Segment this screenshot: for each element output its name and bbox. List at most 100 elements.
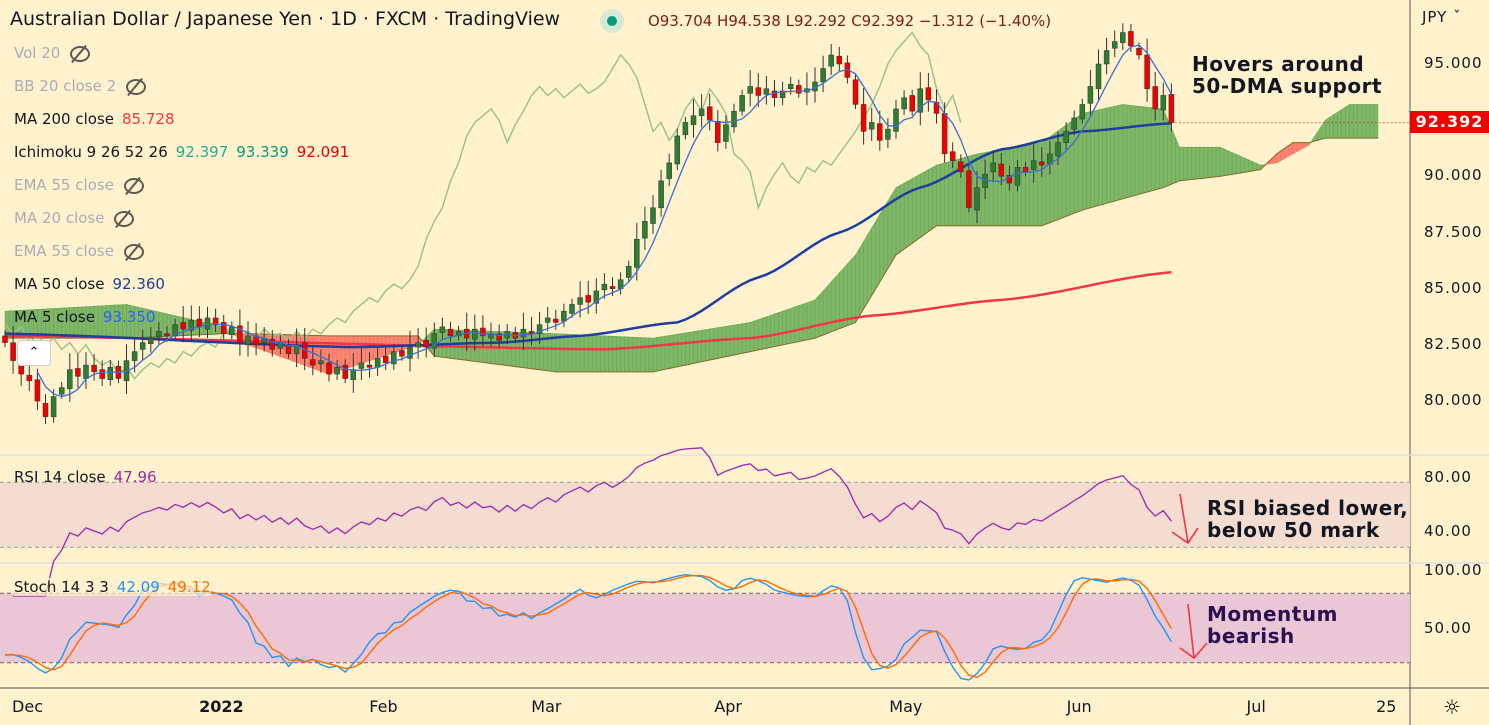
ohlc-readout: O93.704 H94.538 L92.292 C92.392 −1.312 (… <box>648 12 1052 30</box>
currency-selector[interactable]: JPY ˇ <box>1422 8 1462 26</box>
ichimoku-cloud-segment <box>709 327 715 361</box>
ichimoku-cloud-segment <box>766 314 771 349</box>
ichimoku-cloud-segment <box>932 164 937 230</box>
ichimoku-cloud-segment <box>1304 142 1310 148</box>
candle-down <box>1128 31 1134 47</box>
candle-up <box>698 108 705 116</box>
collapse-legend-button[interactable]: ⌃ <box>17 340 51 366</box>
price-axis-label: 95.000 <box>1424 54 1483 72</box>
candle-up <box>156 331 162 338</box>
hidden-eye-icon[interactable] <box>70 45 91 62</box>
ichimoku-cloud-segment <box>871 220 877 297</box>
ichimoku-cloud-segment <box>936 163 941 227</box>
legend-item[interactable]: EMA 55 close <box>14 242 144 260</box>
ichimoku-cloud-segment <box>1134 105 1140 196</box>
ichimoku-cloud-segment <box>1130 105 1136 197</box>
candle-up <box>1071 117 1077 130</box>
candle-down <box>310 359 316 366</box>
ichimoku-cloud-segment <box>1163 108 1168 189</box>
hidden-eye-icon[interactable] <box>123 243 144 260</box>
candle-up <box>1095 63 1102 89</box>
ichimoku-cloud-segment <box>1150 107 1156 192</box>
legend-item[interactable]: MA 5 close 93.350 <box>14 308 155 326</box>
candle-down <box>909 95 915 112</box>
candle-up <box>431 333 438 349</box>
candle-up <box>107 367 114 380</box>
ichimoku-cloud-segment <box>847 258 852 326</box>
candle-up <box>188 319 195 331</box>
settings-gear-icon[interactable]: ☼ <box>1443 695 1461 719</box>
legend-item[interactable]: EMA 55 close <box>14 176 144 194</box>
rsi-legend: RSI 14 close 47.96 <box>14 468 157 486</box>
ichimoku-cloud-segment <box>612 335 617 373</box>
ichimoku-cloud-segment <box>595 335 601 373</box>
legend-value: 93.350 <box>102 308 156 326</box>
ichimoku-cloud-segment <box>705 328 711 362</box>
candle-up <box>1055 142 1061 157</box>
ichimoku-cloud-segment <box>778 310 783 347</box>
candle-up <box>1014 167 1021 186</box>
ichimoku-cloud-segment <box>616 336 621 373</box>
candle-down <box>326 362 332 375</box>
candle-down <box>285 344 292 355</box>
candle-up <box>67 369 73 389</box>
legend-item[interactable]: Vol 20 <box>14 44 91 62</box>
ichimoku-cloud-segment <box>531 332 536 370</box>
candle-down <box>706 106 713 121</box>
ichimoku-cloud-segment <box>166 313 172 337</box>
legend-item[interactable]: BB 20 close 2 <box>14 77 147 95</box>
legend-item[interactable]: MA 50 close 92.360 <box>14 275 165 293</box>
candle-up <box>828 54 834 67</box>
candle-up <box>455 331 462 337</box>
ichimoku-cloud-segment <box>587 334 593 373</box>
legend-item[interactable]: MA 200 close 85.728 <box>14 110 175 128</box>
candle-down <box>1039 161 1045 166</box>
ichimoku-cloud-segment <box>762 316 767 350</box>
ichimoku-lagging-span <box>4 31 962 380</box>
candle-up <box>1030 160 1037 170</box>
candle-down <box>1006 174 1013 184</box>
ichimoku-cloud-segment <box>996 149 1002 227</box>
candle-down <box>10 342 16 361</box>
legend-item[interactable]: Ichimoku 9 26 52 26 92.397 93.339 92.091 <box>14 143 349 161</box>
ichimoku-cloud-segment <box>1183 146 1188 181</box>
ichimoku-cloud-segment <box>1021 145 1026 227</box>
hidden-eye-icon[interactable] <box>126 78 147 95</box>
rsi-band <box>0 482 1410 548</box>
candle-up <box>1160 95 1167 111</box>
candle-up <box>868 122 875 130</box>
ichimoku-cloud-segment <box>1098 108 1103 206</box>
ichimoku-cloud-segment <box>579 334 585 373</box>
candle-up <box>1103 50 1110 65</box>
hidden-eye-icon[interactable] <box>123 177 144 194</box>
price-axis-label: 80.000 <box>1424 391 1483 410</box>
ichimoku-cloud-segment <box>1158 108 1164 190</box>
ichimoku-cloud-segment <box>915 173 921 241</box>
ichimoku-cloud-segment <box>211 323 216 335</box>
candle-up <box>690 115 697 125</box>
candle-up <box>520 328 527 338</box>
ichimoku-cloud-segment <box>1244 157 1249 173</box>
ichimoku-cloud-segment <box>624 336 630 373</box>
candle-down <box>860 104 867 132</box>
ichimoku-cloud-segment <box>810 299 816 340</box>
ichimoku-cloud-segment <box>1033 142 1039 227</box>
legend-label: EMA 55 close <box>14 176 114 194</box>
ichimoku-cloud-segment <box>782 309 787 346</box>
hidden-eye-icon[interactable] <box>114 210 135 227</box>
ichimoku-cloud-segment <box>527 332 532 370</box>
ichimoku-cloud-segment <box>681 332 686 367</box>
candle-up <box>139 342 146 350</box>
candle-down <box>366 364 373 368</box>
ichimoku-cloud-segment <box>1017 145 1022 227</box>
candle-up <box>625 265 632 278</box>
ichimoku-cloud-segment <box>697 329 702 363</box>
chart-title: Australian Dollar / Japanese Yen · 1D · … <box>10 8 561 30</box>
legend-item[interactable]: MA 20 close <box>14 209 135 227</box>
price-axis-label: 82.500 <box>1424 334 1483 353</box>
ichimoku-cloud-segment <box>1325 117 1330 139</box>
ichimoku-cloud-segment <box>786 307 792 345</box>
ichimoku-cloud-segment <box>701 329 706 363</box>
ichimoku-cloud-segment <box>822 285 828 336</box>
